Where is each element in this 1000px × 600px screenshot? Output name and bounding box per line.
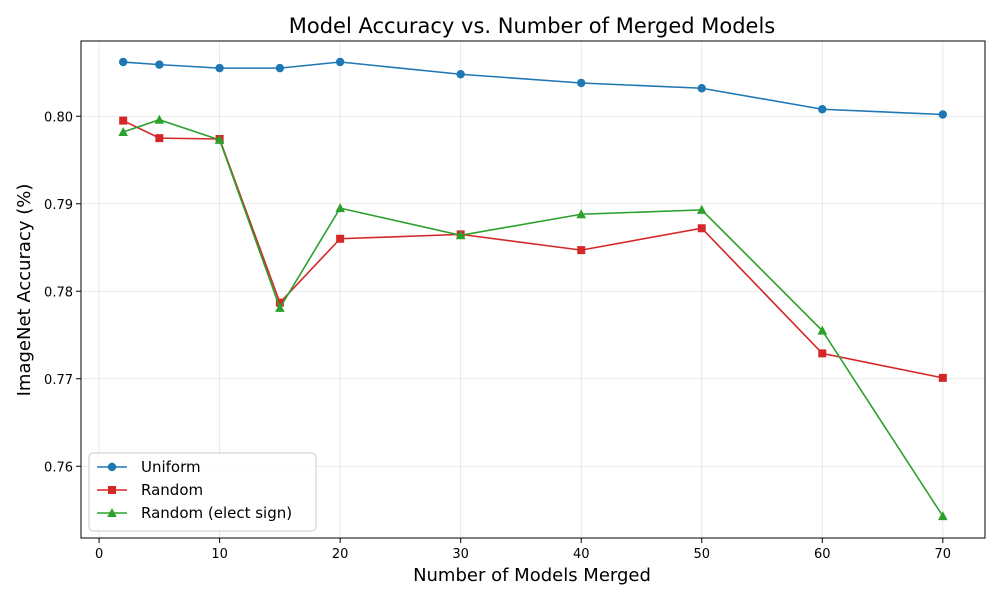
series-line <box>123 61 943 116</box>
x-tick-label: 0 <box>95 547 103 562</box>
data-point <box>154 114 165 124</box>
legend-label: Random (elect sign) <box>141 504 292 522</box>
legend-marker <box>107 508 117 517</box>
data-point <box>818 105 827 114</box>
data-point <box>576 209 587 219</box>
data-point <box>577 78 586 88</box>
data-point <box>275 302 285 312</box>
y-tick-label: 0.76 <box>44 460 73 475</box>
legend-label: Uniform <box>141 458 201 476</box>
y-tick-label: 0.77 <box>44 373 73 388</box>
plot-area <box>80 40 986 539</box>
data-point <box>697 224 706 233</box>
data-point <box>938 373 947 382</box>
data-point <box>335 203 345 213</box>
legend-box <box>88 452 317 532</box>
series-random-elect-sign <box>118 114 948 521</box>
x-tick-label: 70 <box>935 547 952 562</box>
axis-ticks: 0 10 20 30 40 50 60 70 0.76 0.77 0.78 0.79 0.80 <box>44 110 951 562</box>
y-axis-label: ImageNet Accuracy (%) <box>14 184 35 397</box>
data-point <box>119 116 128 125</box>
x-tick-label: 40 <box>573 547 590 562</box>
grid <box>81 41 985 538</box>
x-tick-label: 50 <box>693 547 710 562</box>
x-tick-label: 60 <box>814 547 831 562</box>
data-series <box>118 57 948 521</box>
series-line <box>122 118 944 517</box>
data-point <box>275 298 284 307</box>
data-point <box>938 110 948 119</box>
data-point <box>118 57 128 67</box>
data-point <box>938 511 948 521</box>
data-point <box>336 234 345 243</box>
chart-title: Model Accuracy vs. Number of Merged Mode… <box>289 14 776 38</box>
data-point <box>155 134 164 143</box>
y-tick-label: 0.80 <box>44 110 73 125</box>
data-point <box>155 60 164 69</box>
legend-marker <box>108 486 116 494</box>
x-axis-label: Number of Models Merged <box>413 565 651 586</box>
data-point <box>455 230 466 240</box>
data-point <box>456 70 465 79</box>
data-point <box>275 63 285 73</box>
legend-marker <box>107 462 117 472</box>
legend: Uniform Random Random (elect sign) <box>88 452 317 532</box>
data-point <box>215 63 224 73</box>
data-point <box>817 325 828 335</box>
y-tick-label: 0.78 <box>44 285 73 300</box>
data-point <box>818 349 827 358</box>
data-point <box>335 57 345 67</box>
series-line <box>122 119 943 379</box>
data-point <box>118 127 128 136</box>
x-tick-label: 10 <box>211 547 228 562</box>
y-tick-label: 0.79 <box>44 198 73 213</box>
x-tick-label: 30 <box>452 547 469 562</box>
series-uniform <box>118 57 948 119</box>
legend-label: Random <box>141 481 203 499</box>
data-point <box>696 204 707 214</box>
data-point <box>577 246 586 255</box>
data-point <box>697 84 706 93</box>
data-point <box>214 134 225 144</box>
x-tick-label: 20 <box>332 547 349 562</box>
